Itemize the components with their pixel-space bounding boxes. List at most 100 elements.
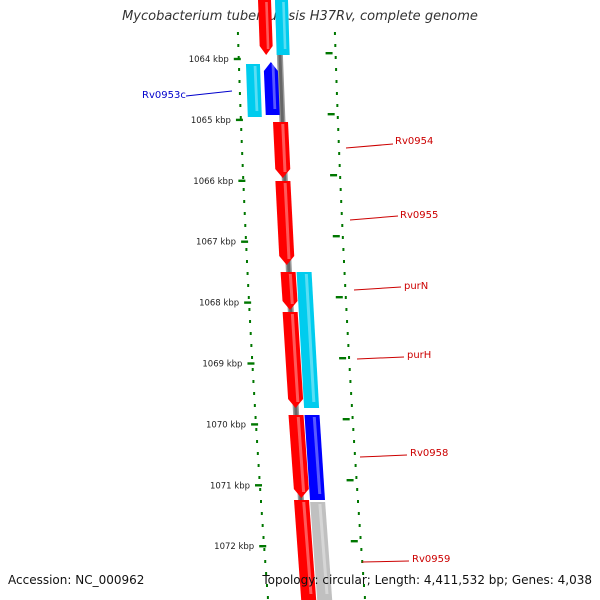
guide-dot	[341, 236, 344, 239]
track-shadow-pur	[296, 272, 320, 408]
guide-dot	[360, 548, 363, 551]
label-leader	[356, 356, 405, 360]
guide-dot	[241, 152, 244, 155]
cds-rv0955	[275, 181, 295, 265]
guide-dot	[244, 224, 247, 227]
tick-label: 1068 kbp	[199, 299, 239, 309]
tick-mark	[241, 240, 249, 243]
guide-dot	[345, 308, 348, 311]
gene-label: Rv0959	[412, 554, 450, 565]
guide-dot	[338, 152, 341, 155]
guide-dot	[251, 356, 254, 359]
guide-dot	[266, 596, 269, 599]
guide-dot	[337, 140, 340, 143]
guide-dot	[236, 32, 239, 35]
guide-dot	[343, 272, 346, 275]
track-shadow-pur-shine	[304, 274, 316, 402]
tick-label: 1069 kbp	[202, 360, 242, 370]
guide-dot	[344, 296, 347, 299]
guide-dot	[243, 212, 246, 215]
tick-mark	[255, 484, 263, 487]
gene-label: purN	[404, 281, 428, 292]
guide-dot	[242, 176, 245, 179]
tick-label: 1065 kbp	[191, 116, 231, 126]
label-leader	[359, 454, 408, 458]
guide-dot	[261, 524, 264, 527]
guide-dot	[253, 392, 256, 395]
guide-dot	[238, 92, 241, 95]
label-leader	[361, 560, 410, 563]
guide-dot	[238, 80, 241, 83]
gene-label: Rv0955	[400, 210, 438, 221]
tick-mark	[244, 301, 252, 304]
tick-mark	[233, 57, 241, 61]
tick-mark-outer	[332, 235, 340, 238]
guide-dot	[339, 176, 342, 179]
guide-dot	[256, 452, 259, 455]
guide-dot	[351, 416, 354, 419]
cds-rv0952-shine	[265, 2, 270, 49]
guide-dot	[246, 272, 249, 275]
tick-label: 1070 kbp	[206, 420, 246, 430]
guide-dot	[262, 536, 265, 539]
tick-mark-outer	[342, 418, 350, 421]
guide-dot	[243, 200, 246, 203]
guide-dot	[265, 572, 268, 575]
tick-mark	[238, 179, 246, 182]
tick-mark-outer	[350, 540, 358, 543]
guide-dot	[254, 416, 257, 419]
guide-dot	[245, 260, 248, 263]
guide-dot	[240, 140, 243, 143]
guide-dot	[348, 356, 351, 359]
tick-mark-outer	[335, 296, 343, 299]
guide-dot	[244, 236, 247, 239]
label-leader	[349, 215, 399, 221]
guide-dot	[363, 596, 366, 599]
guide-dot	[247, 296, 250, 299]
tick-label: 1067 kbp	[196, 238, 236, 248]
tick-label: 1071 kbp	[210, 481, 250, 491]
gene-label: Rv0953c	[142, 90, 186, 101]
guide-dot	[263, 548, 266, 551]
gene-labels: Rv0953c Rv0954 Rv0955 purN purH Rv0958 Rv0959	[142, 90, 450, 565]
cds-rv0954-shine	[281, 124, 287, 172]
cds-rv0958-shine	[296, 417, 306, 492]
guide-dot	[342, 260, 345, 263]
track-grey-rv0959-shine	[318, 504, 329, 594]
cds-purn-shine	[288, 274, 294, 304]
guide-dot	[238, 68, 241, 71]
guide-dot	[258, 476, 261, 479]
guide-dot	[358, 524, 361, 527]
guide-dot	[334, 56, 337, 59]
guide-dot	[342, 248, 345, 251]
guide-dot	[356, 488, 359, 491]
guide-dot	[250, 344, 253, 347]
accession-text: Accession: NC_000962	[8, 573, 145, 587]
track-grey-rv0959	[310, 502, 333, 600]
guide-dot	[348, 368, 351, 371]
guide-dot	[344, 284, 347, 287]
guide-dot	[336, 116, 339, 119]
cds-purn	[280, 272, 298, 310]
guide-dot	[354, 464, 357, 467]
guide-dot	[347, 344, 350, 347]
tick-mark-outer	[325, 52, 333, 55]
gene-label: purH	[407, 350, 431, 361]
cds-rv0954	[273, 122, 291, 178]
guide-dot	[239, 104, 242, 107]
guide-dot	[353, 452, 356, 455]
guide-dot	[355, 476, 358, 479]
track-blue-rv0958	[304, 415, 325, 500]
guide-dot	[257, 464, 260, 467]
guide-dot	[340, 200, 343, 203]
guide-dot	[265, 584, 268, 587]
cds-purh	[282, 312, 304, 408]
cds-rv0953c-shadow	[245, 64, 262, 117]
guide-dot	[357, 500, 359, 503]
cds-rv0959	[294, 500, 317, 600]
tick-mark-outer	[339, 357, 347, 360]
guide-dot	[362, 572, 365, 575]
tick-marks: 1064 kbp 1065 kbp 1066 kbp 1067 kbp 1068 kbp…	[189, 52, 358, 552]
guide-dot	[334, 44, 337, 47]
